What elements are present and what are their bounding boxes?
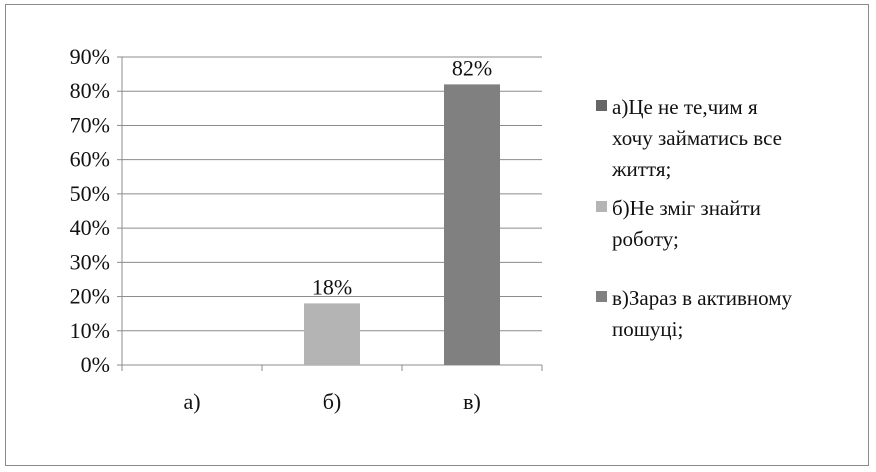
legend-label-c-line-2: пошуці; [612,317,684,341]
legend-item-b: б)Не зміг знайти роботу; [596,193,866,255]
legend-label-a-line-2: хочу займатись все [612,126,782,150]
y-tick-label: 70% [70,112,110,137]
chart-frame [5,4,869,466]
legend-item-c: в)Зараз в активному пошуці; [596,283,866,345]
legend-label-b-line-1: б)Не зміг знайти [612,196,761,220]
y-tick-label: 40% [70,215,110,240]
y-tick-label: 10% [70,318,110,343]
y-tick-label: 80% [70,78,110,103]
legend-label-a-line-3: життя; [612,157,672,181]
legend: а)Це не те,чим я хочу займатись все житт… [596,92,866,345]
bar [444,84,500,365]
legend-swatch-c [596,291,607,302]
y-tick-label: 0% [81,352,110,377]
x-tick-label: б) [323,389,342,414]
data-label: 18% [312,274,352,299]
legend-swatch-a [596,100,607,111]
legend-label-a-line-1: а)Це не те,чим я [612,95,758,119]
legend-item-a: а)Це не те,чим я хочу займатись все житт… [596,92,866,185]
y-tick-label: 20% [70,284,110,309]
y-tick-label: 30% [70,249,110,274]
x-tick-label: в) [463,389,481,414]
legend-label-c-line-1: в)Зараз в активному [612,286,792,310]
legend-label-a: а)Це не те,чим я хочу займатись все житт… [612,92,782,185]
y-tick-label: 50% [70,181,110,206]
x-tick-label: а) [183,389,200,414]
bar [304,303,360,365]
y-tick-label: 60% [70,147,110,172]
data-label: 82% [452,55,492,80]
legend-swatch-b [596,201,607,212]
legend-label-c: в)Зараз в активному пошуці; [612,283,792,345]
y-tick-label: 90% [70,44,110,69]
legend-label-b: б)Не зміг знайти роботу; [612,193,761,255]
legend-label-b-line-2: роботу; [612,227,679,251]
